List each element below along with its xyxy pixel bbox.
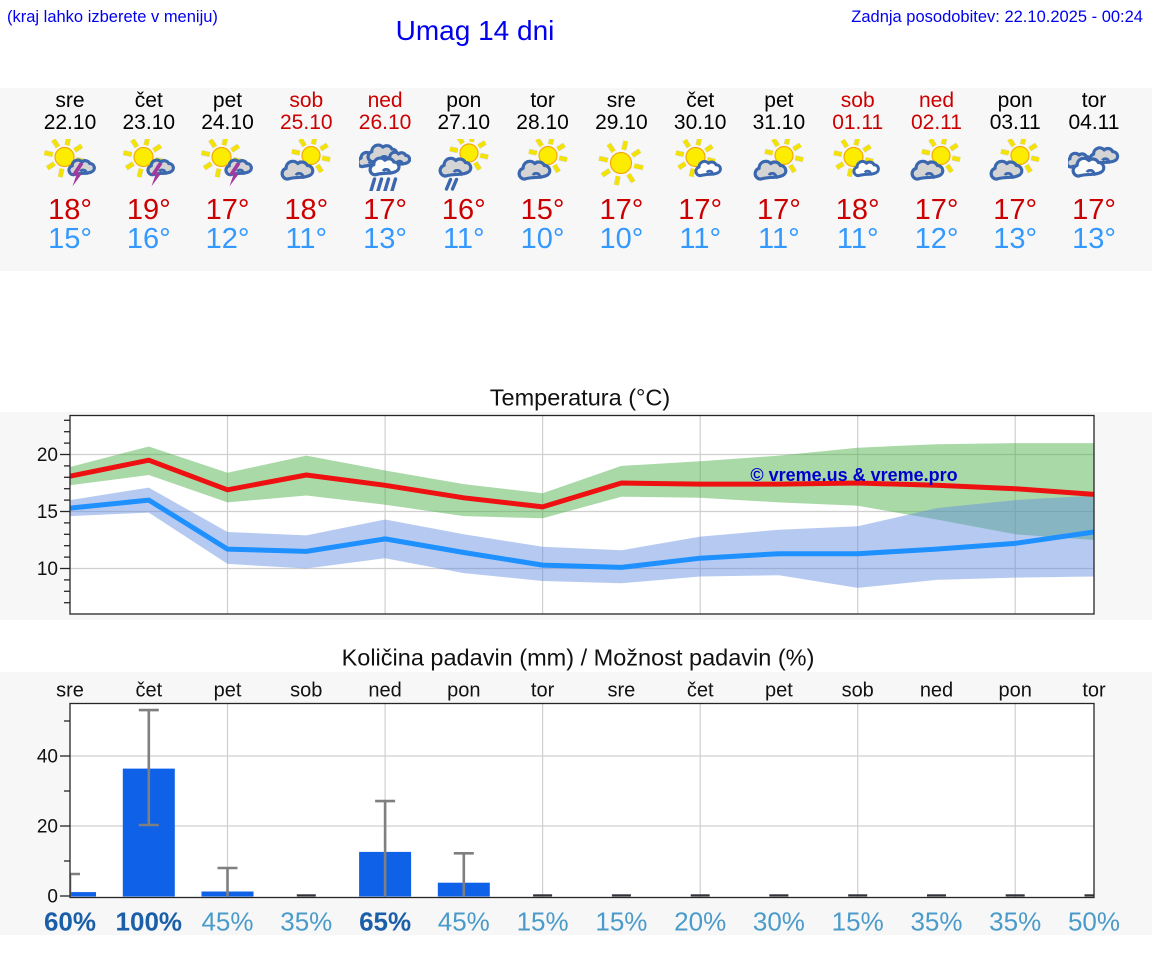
svg-text:pet: pet [765, 680, 793, 702]
svg-text:pon: pon [999, 680, 1032, 702]
svg-text:40: 40 [37, 747, 58, 768]
svg-text:© vreme.us & vreme.pro: © vreme.us & vreme.pro [750, 465, 957, 485]
svg-text:45%: 45% [438, 907, 490, 937]
svg-text:35%: 35% [989, 907, 1041, 937]
svg-text:ned: ned [920, 680, 953, 702]
svg-text:10: 10 [37, 559, 58, 580]
svg-text:20: 20 [37, 445, 58, 466]
svg-text:tor: tor [531, 680, 555, 702]
svg-text:60%: 60% [44, 907, 96, 937]
svg-text:20%: 20% [674, 907, 726, 937]
svg-text:čet: čet [687, 680, 714, 702]
svg-text:0: 0 [47, 887, 58, 908]
svg-text:pet: pet [214, 680, 242, 702]
svg-text:čet: čet [135, 680, 162, 702]
svg-text:tor: tor [1082, 680, 1106, 702]
svg-text:ned: ned [368, 680, 401, 702]
svg-text:sob: sob [290, 680, 322, 702]
svg-text:65%: 65% [359, 907, 411, 937]
svg-text:15: 15 [37, 502, 58, 523]
svg-text:15%: 15% [832, 907, 884, 937]
svg-text:sre: sre [56, 680, 84, 702]
svg-text:15%: 15% [595, 907, 647, 937]
svg-text:Količina padavin (mm) / Možnos: Količina padavin (mm) / Možnost padavin … [342, 645, 815, 671]
svg-text:30%: 30% [753, 907, 805, 937]
svg-text:pon: pon [447, 680, 480, 702]
svg-text:35%: 35% [280, 907, 332, 937]
svg-text:45%: 45% [201, 907, 253, 937]
svg-text:35%: 35% [910, 907, 962, 937]
svg-text:Temperatura (°C): Temperatura (°C) [490, 385, 670, 411]
svg-text:sob: sob [842, 680, 874, 702]
svg-text:50%: 50% [1068, 907, 1120, 937]
svg-text:15%: 15% [517, 907, 569, 937]
svg-text:sre: sre [608, 680, 636, 702]
svg-text:20: 20 [37, 817, 58, 838]
svg-text:100%: 100% [116, 907, 183, 937]
